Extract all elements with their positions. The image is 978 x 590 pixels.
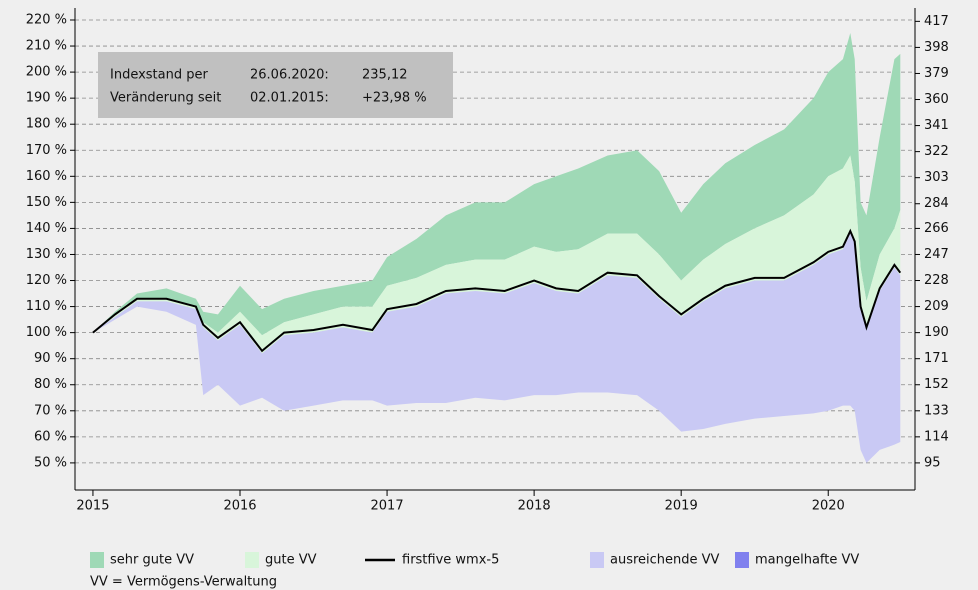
- y2-tick-label: 247: [924, 247, 949, 262]
- y-tick-label: 90 %: [34, 351, 67, 366]
- legend-label: firstfive wmx-5: [402, 553, 499, 568]
- legend-label: gute VV: [265, 553, 317, 568]
- band-area: [92, 33, 901, 336]
- legend-swatch: [590, 552, 604, 568]
- x-tick-label: 2016: [223, 499, 256, 514]
- legend-label: mangelhafte VV: [755, 553, 859, 568]
- x-tick-label: 2020: [812, 499, 845, 514]
- annotation-text: 02.01.2015:: [250, 91, 329, 106]
- y-tick-label: 160 %: [26, 169, 67, 184]
- y2-tick-label: 379: [924, 66, 949, 81]
- x-tick-label: 2018: [518, 499, 551, 514]
- x-tick-label: 2015: [76, 499, 109, 514]
- y-tick-label: 220 %: [26, 12, 67, 27]
- y2-tick-label: 171: [924, 351, 949, 366]
- annotation-text: 26.06.2020:: [250, 68, 329, 83]
- y-tick-label: 100 %: [26, 325, 67, 340]
- band-area: [92, 155, 901, 354]
- y2-tick-label: 360: [924, 92, 949, 107]
- annotation-text: Indexstand per: [110, 68, 208, 83]
- y-tick-label: 200 %: [26, 65, 67, 80]
- y2-tick-label: 228: [924, 273, 949, 288]
- legend-swatch: [90, 552, 104, 568]
- y2-tick-label: 266: [924, 221, 949, 236]
- annotation-text: 235,12: [362, 68, 408, 83]
- y2-tick-label: 417: [924, 14, 949, 29]
- y2-tick-label: 341: [924, 118, 949, 133]
- x-tick-label: 2017: [371, 499, 404, 514]
- y-tick-label: 130 %: [26, 247, 67, 262]
- y2-tick-label: 303: [924, 170, 949, 185]
- y2-tick-label: 322: [924, 144, 949, 159]
- y2-tick-label: 398: [924, 40, 949, 55]
- y-tick-label: 50 %: [34, 455, 67, 470]
- annotation-text: Veränderung seit: [110, 91, 221, 106]
- footnote: VV = Vermögens-Verwaltung: [90, 575, 277, 590]
- y2-tick-label: 284: [924, 196, 949, 211]
- band-area: [92, 233, 901, 463]
- legend-label: sehr gute VV: [110, 553, 194, 568]
- legend-swatch: [735, 552, 749, 568]
- y2-tick-label: 209: [924, 299, 949, 314]
- y-tick-label: 110 %: [26, 299, 67, 314]
- index-line: [92, 228, 902, 353]
- annotation-box: [98, 52, 453, 118]
- y-tick-label: 70 %: [34, 403, 67, 418]
- y-tick-label: 190 %: [26, 91, 67, 106]
- annotation-text: +23,98 %: [362, 91, 427, 106]
- y2-tick-label: 190: [924, 325, 949, 340]
- y-tick-label: 120 %: [26, 273, 67, 288]
- legend-swatch: [245, 552, 259, 568]
- y2-tick-label: 133: [924, 403, 949, 418]
- y2-tick-label: 152: [924, 377, 949, 392]
- x-tick-label: 2019: [665, 499, 698, 514]
- y2-tick-label: 114: [924, 429, 949, 444]
- y-tick-label: 170 %: [26, 143, 67, 158]
- legend-label: ausreichende VV: [610, 553, 720, 568]
- y-tick-label: 210 %: [26, 39, 67, 54]
- y2-tick-label: 95: [924, 455, 941, 470]
- y-tick-label: 60 %: [34, 429, 67, 444]
- y-tick-label: 140 %: [26, 221, 67, 236]
- y-tick-label: 150 %: [26, 195, 67, 210]
- y-tick-label: 180 %: [26, 117, 67, 132]
- y-tick-label: 80 %: [34, 377, 67, 392]
